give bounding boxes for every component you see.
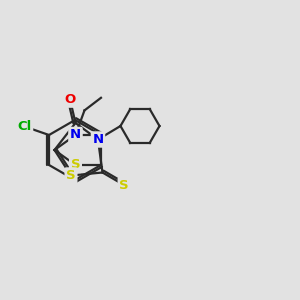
- Text: N: N: [92, 133, 104, 146]
- Text: Cl: Cl: [17, 120, 32, 133]
- Text: S: S: [66, 169, 76, 182]
- Text: S: S: [71, 158, 80, 172]
- Text: S: S: [119, 178, 129, 192]
- Text: O: O: [64, 93, 76, 106]
- Text: N: N: [70, 128, 81, 142]
